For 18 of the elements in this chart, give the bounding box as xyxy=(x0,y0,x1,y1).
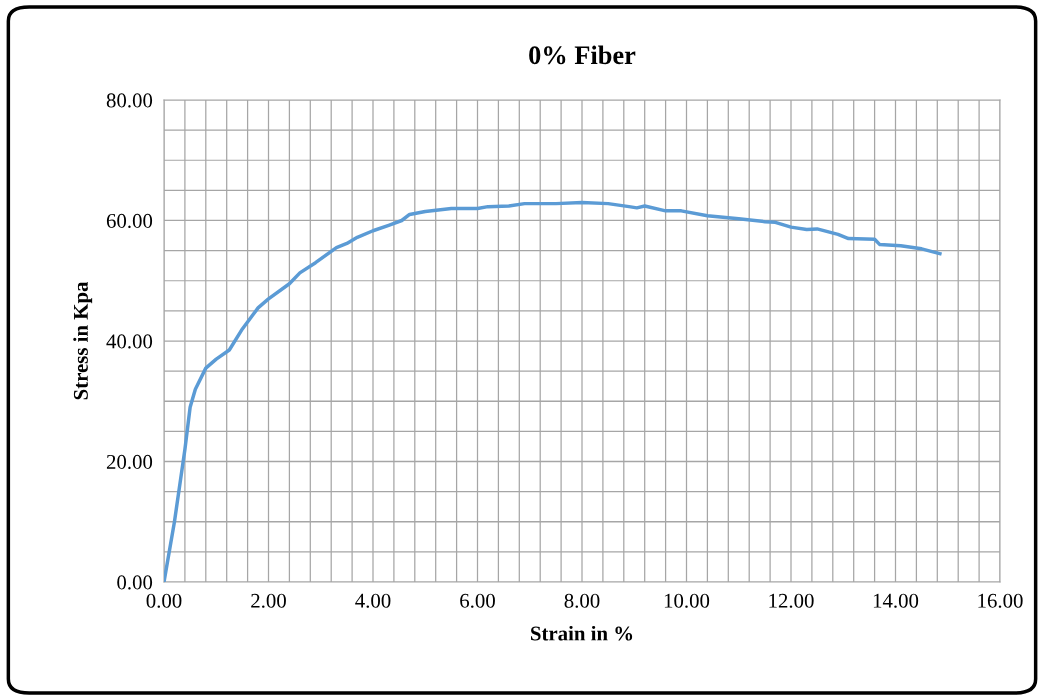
y-tick-label: 60.00 xyxy=(106,213,153,229)
x-tick-label: 16.00 xyxy=(978,593,1023,608)
x-tick-label: 8.00 xyxy=(564,593,600,608)
x-tick-label: 14.00 xyxy=(873,593,919,608)
x-tick-label: 2.00 xyxy=(251,593,286,608)
x-tick-label: 4.00 xyxy=(355,593,391,608)
x-tick-label: 6.00 xyxy=(460,593,495,608)
x-tick-label: 0.00 xyxy=(146,593,182,608)
y-axis-title: Stress in Kpa xyxy=(73,281,93,400)
y-tick-label: 40.00 xyxy=(106,334,153,349)
y-tick-label: 20.00 xyxy=(106,454,153,470)
y-tick-label: 0.00 xyxy=(117,575,153,590)
x-tick-label: 12.00 xyxy=(769,593,814,608)
x-tick-label: 10.00 xyxy=(664,593,710,608)
y-tick-label: 80.00 xyxy=(106,93,153,108)
x-axis-title: Strain in % xyxy=(531,625,633,641)
chart-title: 0% Fiber xyxy=(529,45,636,65)
line-series xyxy=(164,200,942,582)
